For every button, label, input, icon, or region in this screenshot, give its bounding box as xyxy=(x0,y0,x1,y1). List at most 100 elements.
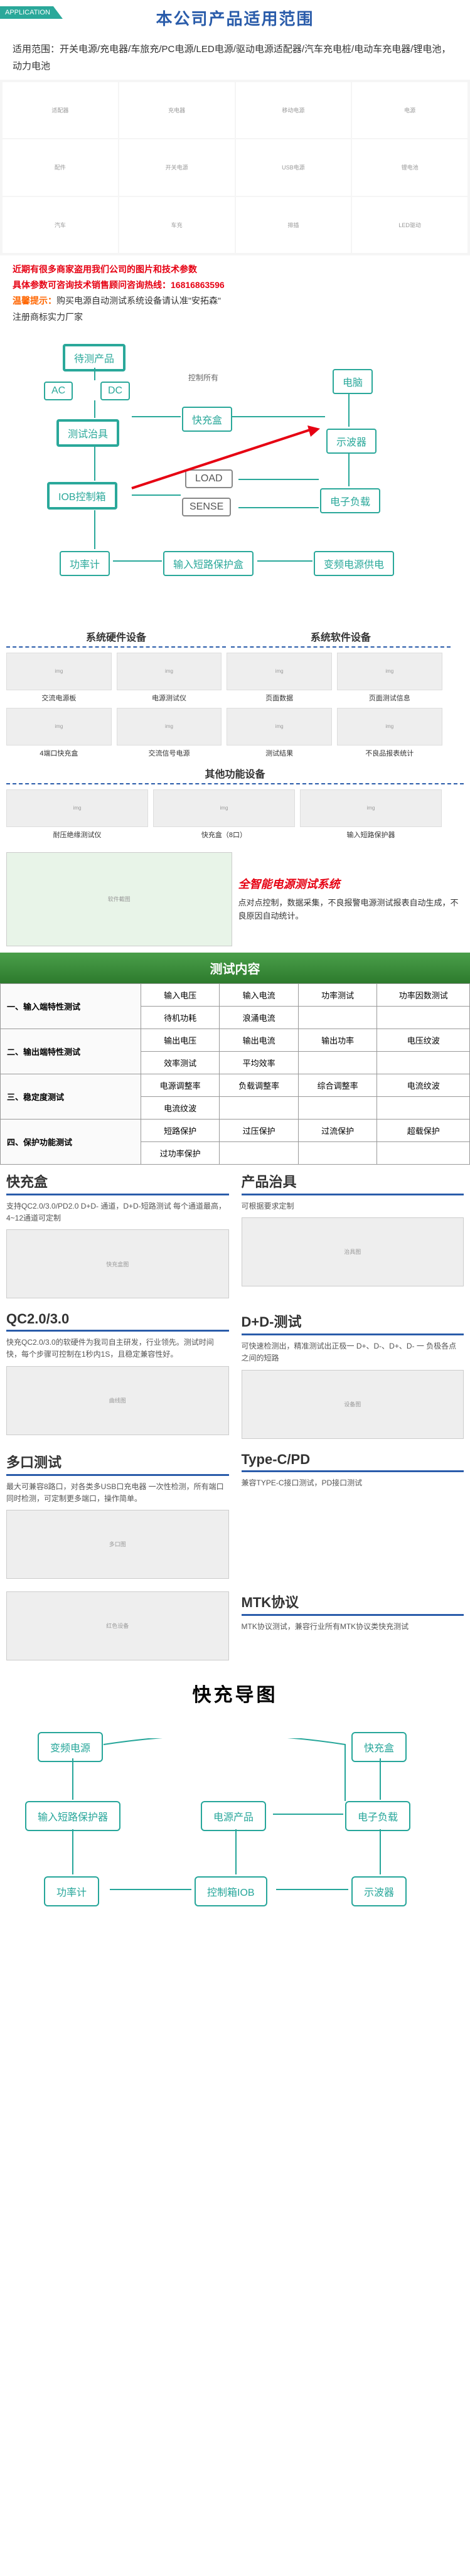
section-desc: 可根据要求定制 xyxy=(242,1200,464,1212)
node2-iob: 控制箱IOB xyxy=(195,1876,267,1906)
section-col: 红色设备 xyxy=(6,1591,229,1660)
section-title: 多口测试 xyxy=(6,1451,229,1476)
node-fixture: 测试治具 xyxy=(56,419,119,447)
equip-label: 页面数据 xyxy=(227,693,332,703)
section-col: 快充盒支持QC2.0/3.0/PD2.0 D+D- 通道，D+D-短路测试 每个… xyxy=(6,1171,229,1298)
smart-screenshot: 软件截图 xyxy=(6,852,232,946)
arrow xyxy=(380,1758,381,1800)
arrow xyxy=(257,560,312,562)
row-header: 一、输入端特性测试 xyxy=(1,983,141,1029)
node2-eload: 电子负载 xyxy=(345,1801,410,1831)
section-title: D+D-测试 xyxy=(242,1311,464,1335)
node-scope: 示波器 xyxy=(326,429,377,454)
section-col: 产品治具可根据要求定制治具图 xyxy=(242,1171,464,1298)
arrow xyxy=(72,1758,73,1800)
table-cell: 电压纹波 xyxy=(377,1029,470,1051)
equip-img: img xyxy=(227,708,332,746)
table-cell xyxy=(298,1141,377,1164)
product-cell: 充电器 xyxy=(119,82,235,138)
section-desc: 兼容TYPE-C接口测试，PD接口测试 xyxy=(242,1477,464,1489)
table-cell: 短路保护 xyxy=(141,1119,220,1141)
smart-desc: 点对点控制，数据采集，不良报警电源测试报表自动生成，不良原因自动统计。 xyxy=(238,897,464,923)
product-cell: 锂电池 xyxy=(352,139,467,195)
equip-item: img 测试结果 xyxy=(227,708,332,758)
flowchart-2: 变频电源 输入短路保护器 功率计 电源产品 控制箱IOB 快充盒 电子负载 示波… xyxy=(0,1719,470,1945)
equip-label: 测试结果 xyxy=(227,748,332,758)
equip-label: 输入短路保护器 xyxy=(300,830,442,840)
section-title: QC2.0/3.0 xyxy=(6,1311,229,1332)
row-header: 二、输出端特性测试 xyxy=(1,1029,141,1074)
node2-pwrm: 功率计 xyxy=(44,1876,99,1906)
section-img: 治具图 xyxy=(242,1217,464,1286)
section-title: MTK协议 xyxy=(242,1591,464,1616)
arrow xyxy=(94,444,95,481)
equip-img: img xyxy=(117,653,222,690)
node-iob: IOB控制箱 xyxy=(47,482,117,510)
warning-line2: 具体参数可咨询技术销售顾问咨询热线：16816863596 xyxy=(13,277,457,293)
sw-title: 系统软件设备 xyxy=(231,626,451,648)
section-img: 快充盒图 xyxy=(6,1229,229,1298)
equip-img: img xyxy=(227,653,332,690)
equip-item: img交流信号电源 xyxy=(117,708,222,758)
table-cell xyxy=(377,1051,470,1074)
equip-label: 电源测试仪 xyxy=(117,693,222,703)
trademark-text: 注册商标实力厂家 xyxy=(13,309,457,325)
table-cell: 电流纹波 xyxy=(377,1074,470,1096)
products-grid: 适配器 充电器 移动电源 电源 配件 开关电源 USB电源 锂电池 汽车 车充 … xyxy=(0,80,470,255)
section-col: QC2.0/3.0快充QC2.0/3.0的软硬件为我司自主研发，行业领先。测试时… xyxy=(6,1311,229,1438)
node2-scope: 示波器 xyxy=(351,1876,407,1906)
equip-item: img耐压绝缘测试仪 xyxy=(6,789,148,840)
section-desc: MTK协议测试，兼容行业所有MTK协议类快充测试 xyxy=(242,1621,464,1633)
arrow xyxy=(132,416,181,417)
equip-label: 4端口快充盒 xyxy=(6,748,112,758)
table-row: 四、保护功能测试短路保护过压保护过流保护超载保护 xyxy=(1,1119,470,1141)
node-pc: 电脑 xyxy=(333,369,373,394)
node-varpwr: 变频电源供电 xyxy=(314,551,394,576)
node-dc: DC xyxy=(100,382,130,400)
label-ctrl: 控制所有 xyxy=(188,372,218,383)
arrow xyxy=(132,494,181,496)
product-cell: LED驱动 xyxy=(352,197,467,253)
product-cell: 排插 xyxy=(236,197,351,253)
table-row: 二、输出端特性测试输出电压输出电流输出功率电压纹波 xyxy=(1,1029,470,1051)
equip-item: img 电源测试仪 xyxy=(117,653,222,703)
table-cell: 功率测试 xyxy=(298,983,377,1006)
product-cell: 汽车 xyxy=(3,197,118,253)
section-img: 多口图 xyxy=(6,1510,229,1579)
section-row: 快充盒支持QC2.0/3.0/PD2.0 D+D- 通道，D+D-短路测试 每个… xyxy=(0,1165,470,1305)
page-title: 本公司产品适用范围 xyxy=(0,6,470,29)
product-cell: 开关电源 xyxy=(119,139,235,195)
node-power: 功率计 xyxy=(60,551,110,576)
section-desc: 支持QC2.0/3.0/PD2.0 D+D- 通道，D+D-短路测试 每个通道最… xyxy=(6,1200,229,1224)
table-cell: 输出功率 xyxy=(298,1029,377,1051)
table-row: 一、输入端特性测试输入电压输入电流功率测试功率因数测试 xyxy=(1,983,470,1006)
node-eload: 电子负载 xyxy=(320,488,380,513)
section-img: 曲线图 xyxy=(6,1366,229,1435)
arrow xyxy=(348,454,350,486)
table-cell: 输出电压 xyxy=(141,1029,220,1051)
table-cell: 负载调整率 xyxy=(220,1074,299,1096)
node-ac: AC xyxy=(44,382,73,400)
test-content-table: 一、输入端特性测试输入电压输入电流功率测试功率因数测试待机功耗浪涌电流二、输出端… xyxy=(0,983,470,1165)
equip-img: img xyxy=(337,653,442,690)
equip-img: img xyxy=(6,708,112,746)
table-cell: 电源调整率 xyxy=(141,1074,220,1096)
section-title: Type-C/PD xyxy=(242,1451,464,1472)
equip-item: img快充盒（8口） xyxy=(153,789,295,840)
table-cell: 输入电压 xyxy=(141,983,220,1006)
equip-img: img xyxy=(337,708,442,746)
warning-line3: 温馨提示：购买电源自动测试系统设备请认准"安拓森" xyxy=(13,293,457,309)
arrow xyxy=(238,507,319,508)
table-cell xyxy=(220,1096,299,1119)
table-cell: 功率因数测试 xyxy=(377,983,470,1006)
arrow xyxy=(110,1889,191,1890)
table-cell: 待机功耗 xyxy=(141,1006,220,1029)
section-row: 红色设备 MTK协议 MTK协议测试，兼容行业所有MTK协议类快充测试 xyxy=(0,1585,470,1667)
row-header: 四、保护功能测试 xyxy=(1,1119,141,1164)
smart-title: 全智能电源测试系统 xyxy=(238,875,464,892)
table-cell xyxy=(298,1006,377,1029)
arrow xyxy=(235,1829,237,1874)
equip-label: 快充盒（8口） xyxy=(153,830,295,840)
arrow xyxy=(94,368,95,380)
table-cell: 效率测试 xyxy=(141,1051,220,1074)
